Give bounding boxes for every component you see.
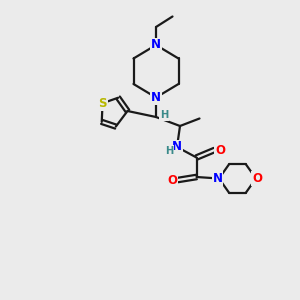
Text: N: N bbox=[172, 140, 182, 154]
Text: N: N bbox=[151, 91, 161, 104]
Text: N: N bbox=[151, 38, 161, 52]
Text: H: H bbox=[165, 146, 173, 156]
Text: O: O bbox=[215, 143, 225, 157]
Text: N: N bbox=[212, 172, 223, 185]
Text: S: S bbox=[98, 97, 107, 110]
Text: O: O bbox=[167, 173, 178, 187]
Text: H: H bbox=[160, 110, 169, 120]
Text: O: O bbox=[252, 172, 262, 185]
